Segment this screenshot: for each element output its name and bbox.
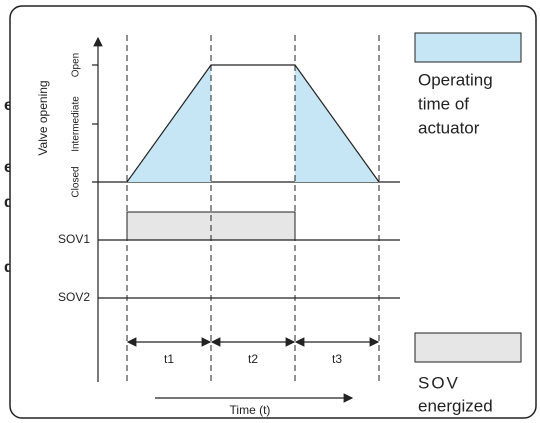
y-axis-title: Valve opening — [36, 80, 50, 155]
interval-label: t3 — [332, 352, 342, 366]
valve-curve — [126, 64, 380, 183]
level-label: Closed — [71, 166, 82, 197]
signal-label: SOV2 — [58, 290, 90, 304]
legend-text: actuator — [418, 118, 480, 137]
fragment: d — [4, 194, 14, 211]
legend-text: Operating — [418, 70, 493, 89]
legend-text: SOV — [418, 373, 460, 392]
signal-label: SOV1 — [58, 232, 90, 246]
fragment: d — [4, 259, 14, 276]
legend-text: energized — [418, 396, 493, 415]
interval-label: t1 — [164, 352, 174, 366]
fragment: e — [4, 159, 13, 176]
legend-swatch — [414, 32, 522, 63]
legend-text: time of — [418, 94, 469, 113]
interval-label: t2 — [248, 352, 258, 366]
x-axis-title: Time (t) — [230, 403, 271, 417]
legend-swatch — [414, 332, 522, 363]
edge-fragments: e e d d — [4, 97, 14, 276]
level-label: Open — [71, 53, 82, 77]
level-label: Intermediate — [71, 96, 82, 152]
fragment: e — [4, 97, 13, 114]
